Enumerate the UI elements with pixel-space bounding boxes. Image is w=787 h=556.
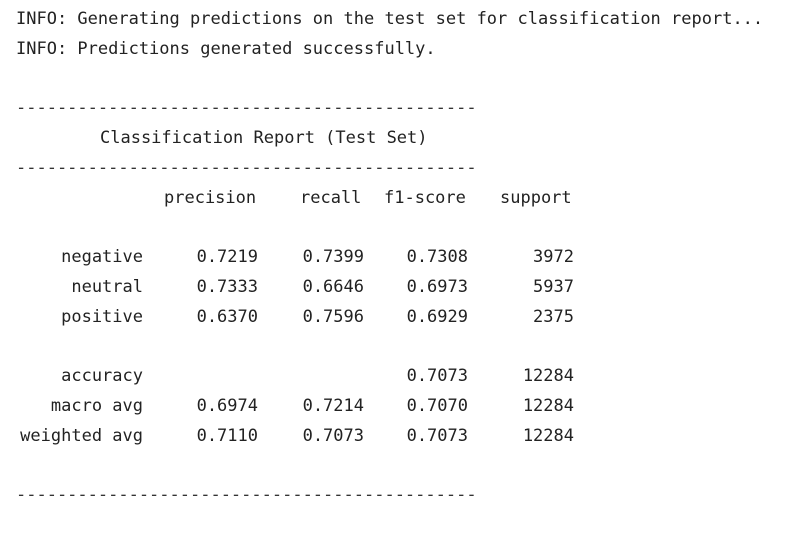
column-header-support: support [500, 188, 572, 208]
row-f1-score: 0.7308 [406, 247, 468, 267]
row-recall: 0.6646 [302, 277, 364, 297]
summary-f1-score: 0.7070 [406, 396, 468, 416]
log-line: INFO: Predictions generated successfully… [16, 39, 436, 59]
row-recall: 0.7596 [302, 307, 364, 327]
separator-line: ----------------------------------------… [16, 98, 477, 118]
separator-line: ----------------------------------------… [16, 158, 477, 178]
summary-support: 12284 [522, 366, 574, 386]
summary-recall: 0.7214 [302, 396, 364, 416]
summary-precision: 0.6974 [196, 396, 258, 416]
row-precision: 0.7219 [196, 247, 258, 267]
row-precision: 0.7333 [196, 277, 258, 297]
summary-support: 12284 [522, 396, 574, 416]
summary-f1-score: 0.7073 [406, 426, 468, 446]
summary-recall [260, 361, 364, 391]
column-header-f1-score: f1-score [384, 188, 466, 208]
report-title: Classification Report (Test Set) [100, 128, 428, 148]
summary-label: accuracy [61, 366, 143, 386]
row-support: 3972 [533, 247, 574, 267]
summary-precision: 0.7110 [196, 426, 258, 446]
row-support: 2375 [533, 307, 574, 327]
summary-f1-score: 0.7073 [406, 366, 468, 386]
column-header-recall: recall [300, 188, 362, 208]
row-support: 5937 [533, 277, 574, 297]
column-header-precision: precision [164, 188, 257, 208]
row-label: neutral [71, 277, 143, 297]
row-f1-score: 0.6929 [406, 307, 468, 327]
summary-label: macro avg [50, 396, 143, 416]
separator-line: ----------------------------------------… [16, 485, 477, 505]
summary-precision [150, 361, 258, 391]
summary-label: weighted avg [20, 426, 143, 446]
row-f1-score: 0.6973 [406, 277, 468, 297]
summary-recall: 0.7073 [302, 426, 364, 446]
row-label: negative [61, 247, 143, 267]
row-label: positive [61, 307, 143, 327]
summary-support: 12284 [522, 426, 574, 446]
row-recall: 0.7399 [302, 247, 364, 267]
row-precision: 0.6370 [196, 307, 258, 327]
log-line: INFO: Generating predictions on the test… [16, 9, 764, 29]
